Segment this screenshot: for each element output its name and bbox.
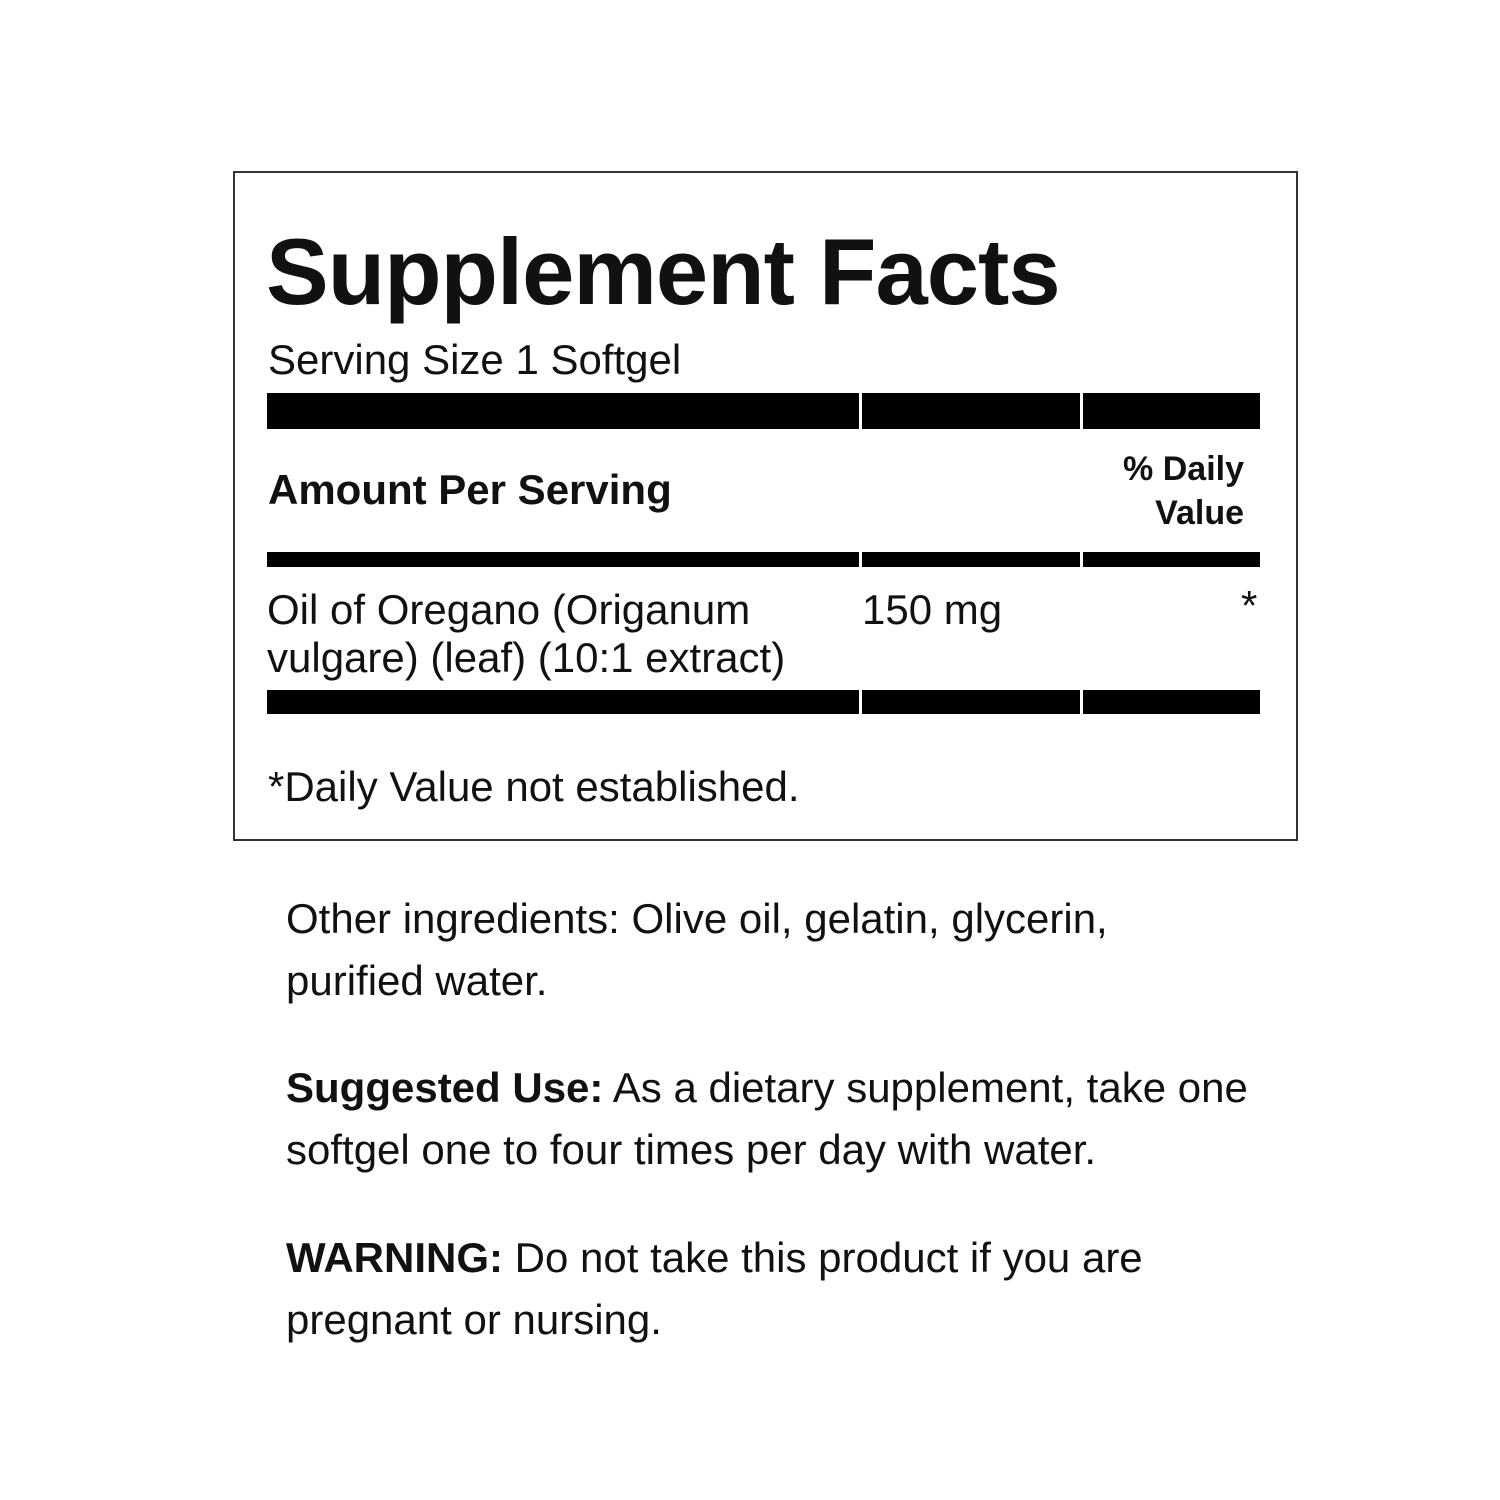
suggested-use-text: As a dietary supplement, take one softge… <box>286 1064 1248 1173</box>
ingredient-name-line2: vulgare) (leaf) (10:1 extract) <box>267 634 786 681</box>
panel-title: Supplement Facts <box>266 219 1061 324</box>
ingredient-dv: * <box>1241 582 1258 629</box>
suggested-use-label: Suggested Use: <box>286 1064 604 1111</box>
serving-size: Serving Size 1 Softgel <box>268 336 682 383</box>
warning-label: WARNING: <box>286 1234 503 1281</box>
ingredient-name: Oil of Oregano (Origanum vulgare) (leaf)… <box>267 586 785 682</box>
amount-per-serving-header: Amount Per Serving <box>268 466 672 513</box>
supplement-facts-panel <box>233 171 1298 841</box>
ingredient-name-line1: Oil of Oregano (Origanum <box>267 586 751 633</box>
other-ingredients: Other ingredients: Olive oil, gelatin, g… <box>286 895 1108 1004</box>
suggested-use: Suggested Use: As a dietary supplement, … <box>286 1057 1286 1181</box>
medium-divider <box>267 552 1260 567</box>
daily-value-header: % Daily Value <box>1123 447 1244 535</box>
warning: WARNING: Do not take this product if you… <box>286 1227 1246 1351</box>
warning-text: Do not take this product if you are preg… <box>286 1234 1143 1343</box>
dv-header-line1: % Daily <box>1123 450 1244 488</box>
footnote: *Daily Value not established. <box>268 763 800 810</box>
thick-divider <box>267 393 1260 429</box>
thick-divider-bottom <box>267 690 1260 714</box>
ingredient-amount: 150 mg <box>862 586 1003 633</box>
dv-header-line2: Value <box>1155 494 1244 532</box>
